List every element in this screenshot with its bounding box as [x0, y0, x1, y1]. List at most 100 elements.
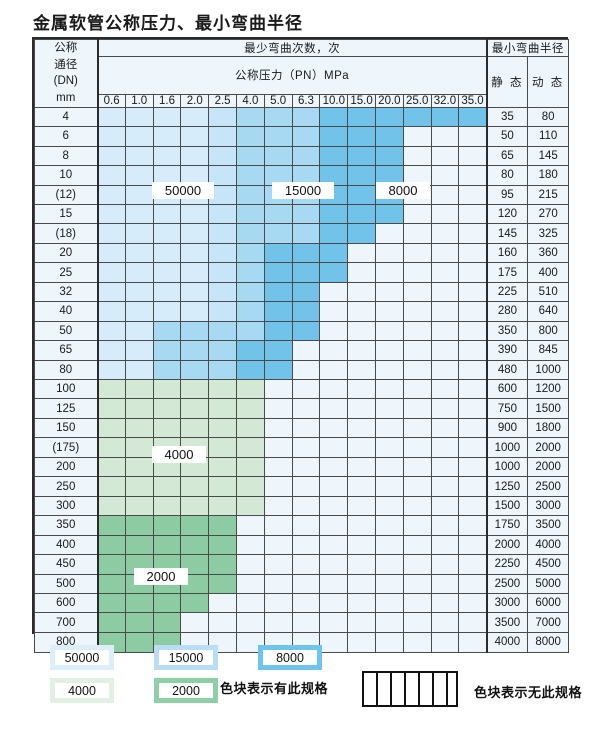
- table-body: 4 35 80 6 50 110 8 65 145 10 80 180 (12) 95 215 15 120 27…: [34, 106, 570, 653]
- cell-no-spec: [319, 320, 349, 342]
- table-row: 300 1500 3000: [34, 495, 570, 517]
- cell-has-spec: [402, 106, 432, 128]
- cell-no-spec: [347, 301, 376, 322]
- cell-has-spec: [180, 203, 210, 225]
- cell-has-spec: [124, 476, 154, 497]
- overlay-label-2000: 2000: [134, 568, 188, 585]
- cell-no-spec: [319, 398, 349, 419]
- row-radius-static: 35: [486, 106, 529, 128]
- row-dn-200: 200: [34, 456, 99, 478]
- cell-has-spec: [235, 145, 265, 167]
- cell-no-spec: [347, 495, 376, 517]
- cell-no-spec: [347, 456, 376, 478]
- header-pressure-5.0: 5.0: [263, 93, 293, 108]
- cell-no-spec: [458, 417, 488, 439]
- cell-has-spec: [208, 320, 237, 342]
- cell-has-spec: [208, 301, 237, 322]
- row-radius-static: 65: [486, 145, 529, 167]
- cell-has-spec: [319, 145, 349, 167]
- cell-has-spec: [235, 398, 265, 419]
- cell-no-spec: [430, 417, 460, 439]
- header-pressure-1.0: 1.0: [124, 93, 154, 108]
- cell-has-spec: [180, 534, 210, 556]
- cell-has-spec: [263, 126, 293, 147]
- cell-has-spec: [374, 203, 404, 225]
- table-row: 450 2250 4500: [34, 554, 570, 575]
- overlay-label-50000: 50000: [152, 182, 214, 199]
- cell-no-spec: [263, 437, 293, 458]
- cell-has-spec: [124, 165, 154, 186]
- row-radius-dynamic: 80: [527, 106, 570, 128]
- row-radius-static: 2000: [486, 534, 529, 556]
- cell-no-spec: [430, 165, 460, 186]
- cell-has-spec: [263, 340, 293, 361]
- cell-has-spec: [263, 223, 293, 244]
- table-row: 700 3500 7000: [34, 612, 570, 633]
- row-radius-static: 480: [486, 359, 529, 381]
- cell-has-spec: [208, 515, 237, 536]
- cell-no-spec: [458, 165, 488, 186]
- row-dn-10: 10: [34, 165, 99, 186]
- cell-no-spec: [347, 320, 376, 342]
- cell-has-spec: [124, 320, 154, 342]
- table-row: 100 600 1200: [34, 379, 570, 400]
- cell-has-spec: [235, 262, 265, 283]
- cell-no-spec: [458, 184, 488, 205]
- cell-has-spec: [208, 398, 237, 419]
- row-dn-8: 8: [34, 145, 99, 167]
- cell-has-spec: [319, 262, 349, 283]
- cell-no-spec: [319, 631, 349, 653]
- cell-no-spec: [374, 593, 404, 614]
- row-radius-static: 3000: [486, 593, 529, 614]
- header-radius-dynamic: 动 态: [527, 56, 570, 108]
- cell-no-spec: [263, 612, 293, 633]
- cell-has-spec: [152, 417, 182, 439]
- cell-no-spec: [374, 573, 404, 595]
- cell-has-spec: [291, 301, 321, 322]
- cell-no-spec: [458, 437, 488, 458]
- cell-has-spec: [180, 398, 210, 419]
- header-pressure-32.0: 32.0: [430, 93, 460, 108]
- cell-no-spec: [235, 515, 265, 536]
- cell-no-spec: [347, 593, 376, 614]
- cell-has-spec: [97, 262, 126, 283]
- cell-no-spec: [458, 573, 488, 595]
- header-row-1: 公称 通径 (DN) mm 最少弯曲次数，次 最小弯曲半径: [34, 39, 570, 108]
- cell-no-spec: [430, 145, 460, 167]
- cell-has-spec: [180, 379, 210, 400]
- header-pressure-15.0: 15.0: [347, 93, 376, 108]
- cell-has-spec: [152, 340, 182, 361]
- cell-has-spec: [152, 242, 182, 264]
- cell-no-spec: [430, 398, 460, 419]
- header-pressure-2.5: 2.5: [208, 93, 237, 108]
- cell-has-spec: [97, 106, 126, 128]
- cell-no-spec: [458, 631, 488, 653]
- cell-has-spec: [347, 223, 376, 244]
- cell-no-spec: [430, 495, 460, 517]
- header-dn-cell: 公称 通径 (DN) mm: [34, 39, 99, 108]
- cell-has-spec: [124, 223, 154, 244]
- cell-has-spec: [374, 106, 404, 128]
- table-row: 40 280 640: [34, 301, 570, 322]
- cell-has-spec: [152, 106, 182, 128]
- cell-has-spec: [180, 476, 210, 497]
- cell-has-spec: [152, 495, 182, 517]
- cell-has-spec: [97, 126, 126, 147]
- header-pressure-35.0: 35.0: [458, 93, 488, 108]
- cell-no-spec: [402, 398, 432, 419]
- cell-has-spec: [97, 379, 126, 400]
- table-row: 65 390 845: [34, 340, 570, 361]
- cell-no-spec: [291, 340, 321, 361]
- row-radius-static: 750: [486, 398, 529, 419]
- table-row: 8 65 145: [34, 145, 570, 167]
- row-dn-250: 250: [34, 476, 99, 497]
- cell-has-spec: [97, 398, 126, 419]
- cell-has-spec: [124, 534, 154, 556]
- cell-no-spec: [374, 262, 404, 283]
- header-min-radius: 最小弯曲半径: [486, 39, 570, 57]
- row-dn-450: 450: [34, 554, 99, 575]
- table-row: 500 2500 5000: [34, 573, 570, 595]
- cell-has-spec: [291, 203, 321, 225]
- cell-no-spec: [180, 612, 210, 633]
- row-radius-static: 1000: [486, 437, 529, 458]
